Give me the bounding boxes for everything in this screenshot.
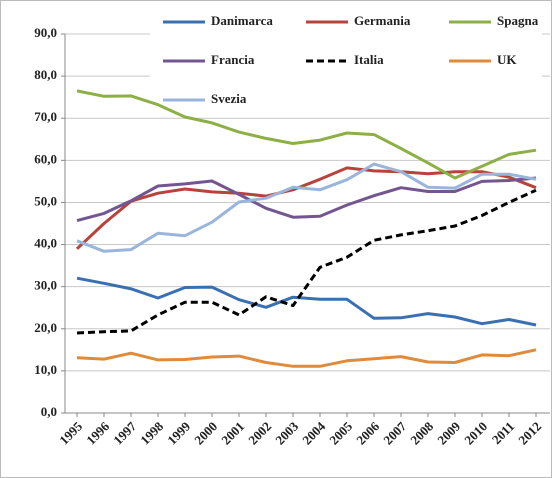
y-tick-label: 10,0	[34, 362, 57, 377]
legend-label: Germania	[354, 13, 411, 28]
y-tick-label: 30,0	[34, 278, 57, 293]
y-tick-label: 20,0	[34, 320, 57, 335]
y-tick-label: 0,0	[41, 404, 57, 419]
legend-label: Svezia	[211, 91, 247, 106]
series-line	[76, 162, 537, 253]
y-tick-label: 60,0	[34, 151, 57, 166]
series-line	[76, 276, 537, 327]
y-tick-label: 80,0	[34, 67, 57, 82]
y-tick-label: 40,0	[34, 236, 57, 251]
series-line	[76, 348, 537, 368]
legend-label: Danimarca	[211, 13, 273, 28]
legend-label: Spagna	[497, 13, 539, 28]
y-tick-label: 90,0	[34, 25, 57, 40]
series-line	[76, 176, 537, 223]
series-line	[76, 89, 537, 180]
legend-label: Italia	[354, 52, 384, 67]
series-line	[75, 166, 537, 250]
y-tick-label: 70,0	[34, 109, 57, 124]
legend-label: Francia	[211, 52, 255, 67]
legend-label: UK	[497, 52, 517, 67]
y-tick-label: 50,0	[34, 193, 57, 208]
series-line	[76, 188, 537, 335]
